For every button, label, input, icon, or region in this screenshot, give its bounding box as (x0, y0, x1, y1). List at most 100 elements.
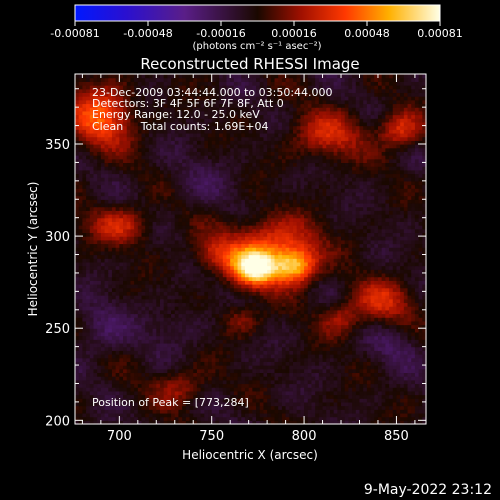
heatmap-cell (285, 313, 290, 318)
heatmap-cell (281, 342, 287, 348)
heatmap-cell (403, 276, 409, 281)
heatmap-cell (296, 420, 301, 425)
heatmap-cell (374, 390, 379, 396)
heatmap-cell (326, 291, 331, 296)
heatmap-cell (411, 291, 416, 296)
colorbar-tick-label: -0.00016 (196, 27, 245, 40)
heatmap-cell (270, 280, 276, 285)
heatmap-cell (341, 239, 346, 245)
heatmap-cell (337, 354, 342, 359)
heatmap-cell (100, 250, 106, 256)
heatmap-cell (200, 416, 205, 421)
heatmap-cell (392, 361, 398, 366)
heatmap-cell (248, 287, 253, 292)
heatmap-cell (355, 354, 361, 359)
heatmap-cell (100, 372, 106, 377)
heatmap-cell (352, 416, 357, 421)
heatmap-cell (377, 390, 383, 396)
heatmap-cell (108, 269, 113, 274)
heatmap-cell (185, 409, 191, 414)
heatmap-cell (123, 228, 128, 234)
heatmap-cell (163, 401, 168, 407)
heatmap-cell (352, 254, 357, 259)
heatmap-cell (389, 309, 394, 315)
heatmap-cell (152, 390, 157, 396)
heatmap-cell (126, 276, 132, 281)
heatmap-cell (182, 398, 187, 403)
heatmap-cell (256, 335, 261, 340)
heatmap-cell (108, 287, 113, 292)
heatmap-cell (159, 379, 165, 385)
heatmap-cell (418, 346, 423, 351)
heatmap-cell (403, 328, 409, 333)
heatmap-cell (289, 309, 294, 315)
heatmap-cell (111, 376, 117, 381)
heatmap-cell (156, 401, 161, 407)
heatmap-cell (137, 387, 143, 392)
heatmap-cell (385, 394, 390, 399)
heatmap-cell (259, 416, 265, 421)
heatmap-cell (414, 394, 420, 399)
heatmap-cell (289, 331, 294, 337)
heatmap-cell (267, 357, 272, 362)
heatmap-cell (414, 232, 420, 237)
heatmap-cell (341, 298, 346, 304)
heatmap-cell (355, 276, 361, 281)
heatmap-cell (156, 265, 161, 270)
heatmap-cell (156, 269, 161, 274)
heatmap-cell (200, 276, 205, 281)
heatmap-cell (178, 239, 183, 245)
heatmap-cell (82, 331, 87, 337)
heatmap-cell (363, 372, 368, 377)
heatmap-cell (204, 265, 209, 270)
heatmap-cell (318, 401, 324, 407)
heatmap-cell (86, 250, 91, 256)
heatmap-cell (244, 309, 250, 315)
heatmap-cell (174, 368, 180, 374)
heatmap-cell (285, 383, 290, 388)
heatmap-cell (400, 317, 405, 322)
heatmap-cell (374, 295, 379, 300)
heatmap-cell (389, 335, 394, 340)
heatmap-cell (396, 243, 401, 248)
heatmap-cell (89, 335, 95, 340)
heatmap-cell (318, 320, 324, 326)
heatmap-cell (418, 420, 423, 425)
heatmap-cell (237, 346, 242, 351)
heatmap-cell (267, 265, 272, 270)
heatmap-cell (193, 335, 198, 340)
heatmap-cell (304, 269, 309, 274)
heatmap-cell (344, 254, 350, 259)
heatmap-cell (233, 394, 239, 399)
heatmap-cell (344, 420, 350, 425)
heatmap-cell (389, 265, 394, 270)
heatmap-cell (296, 265, 301, 270)
heatmap-cell (226, 335, 231, 340)
heatmap-cell (152, 291, 157, 296)
heatmap-cell (396, 383, 401, 388)
heatmap-cell (189, 276, 194, 281)
heatmap-cell (215, 265, 220, 270)
heatmap-cell (407, 280, 412, 285)
heatmap-cell (377, 306, 383, 311)
heatmap-cell (329, 291, 335, 296)
heatmap-cell (233, 287, 239, 292)
heatmap-cell (318, 354, 324, 359)
heatmap-cell (392, 254, 398, 259)
heatmap-cell (318, 383, 324, 388)
heatmap-cell (237, 236, 242, 241)
heatmap-cell (141, 276, 146, 281)
heatmap-cell (422, 280, 427, 285)
heatmap-cell (222, 228, 228, 234)
heatmap-cell (248, 398, 253, 403)
heatmap-cell (82, 361, 87, 366)
heatmap-cell (108, 368, 113, 374)
heatmap-cell (281, 354, 287, 359)
heatmap-cell (270, 261, 276, 267)
heatmap-cell (215, 269, 220, 274)
heatmap-cell (344, 342, 350, 348)
heatmap-cell (230, 324, 235, 329)
heatmap-cell (208, 298, 213, 304)
heatmap-cell (333, 398, 338, 403)
heatmap-cell (171, 401, 176, 407)
